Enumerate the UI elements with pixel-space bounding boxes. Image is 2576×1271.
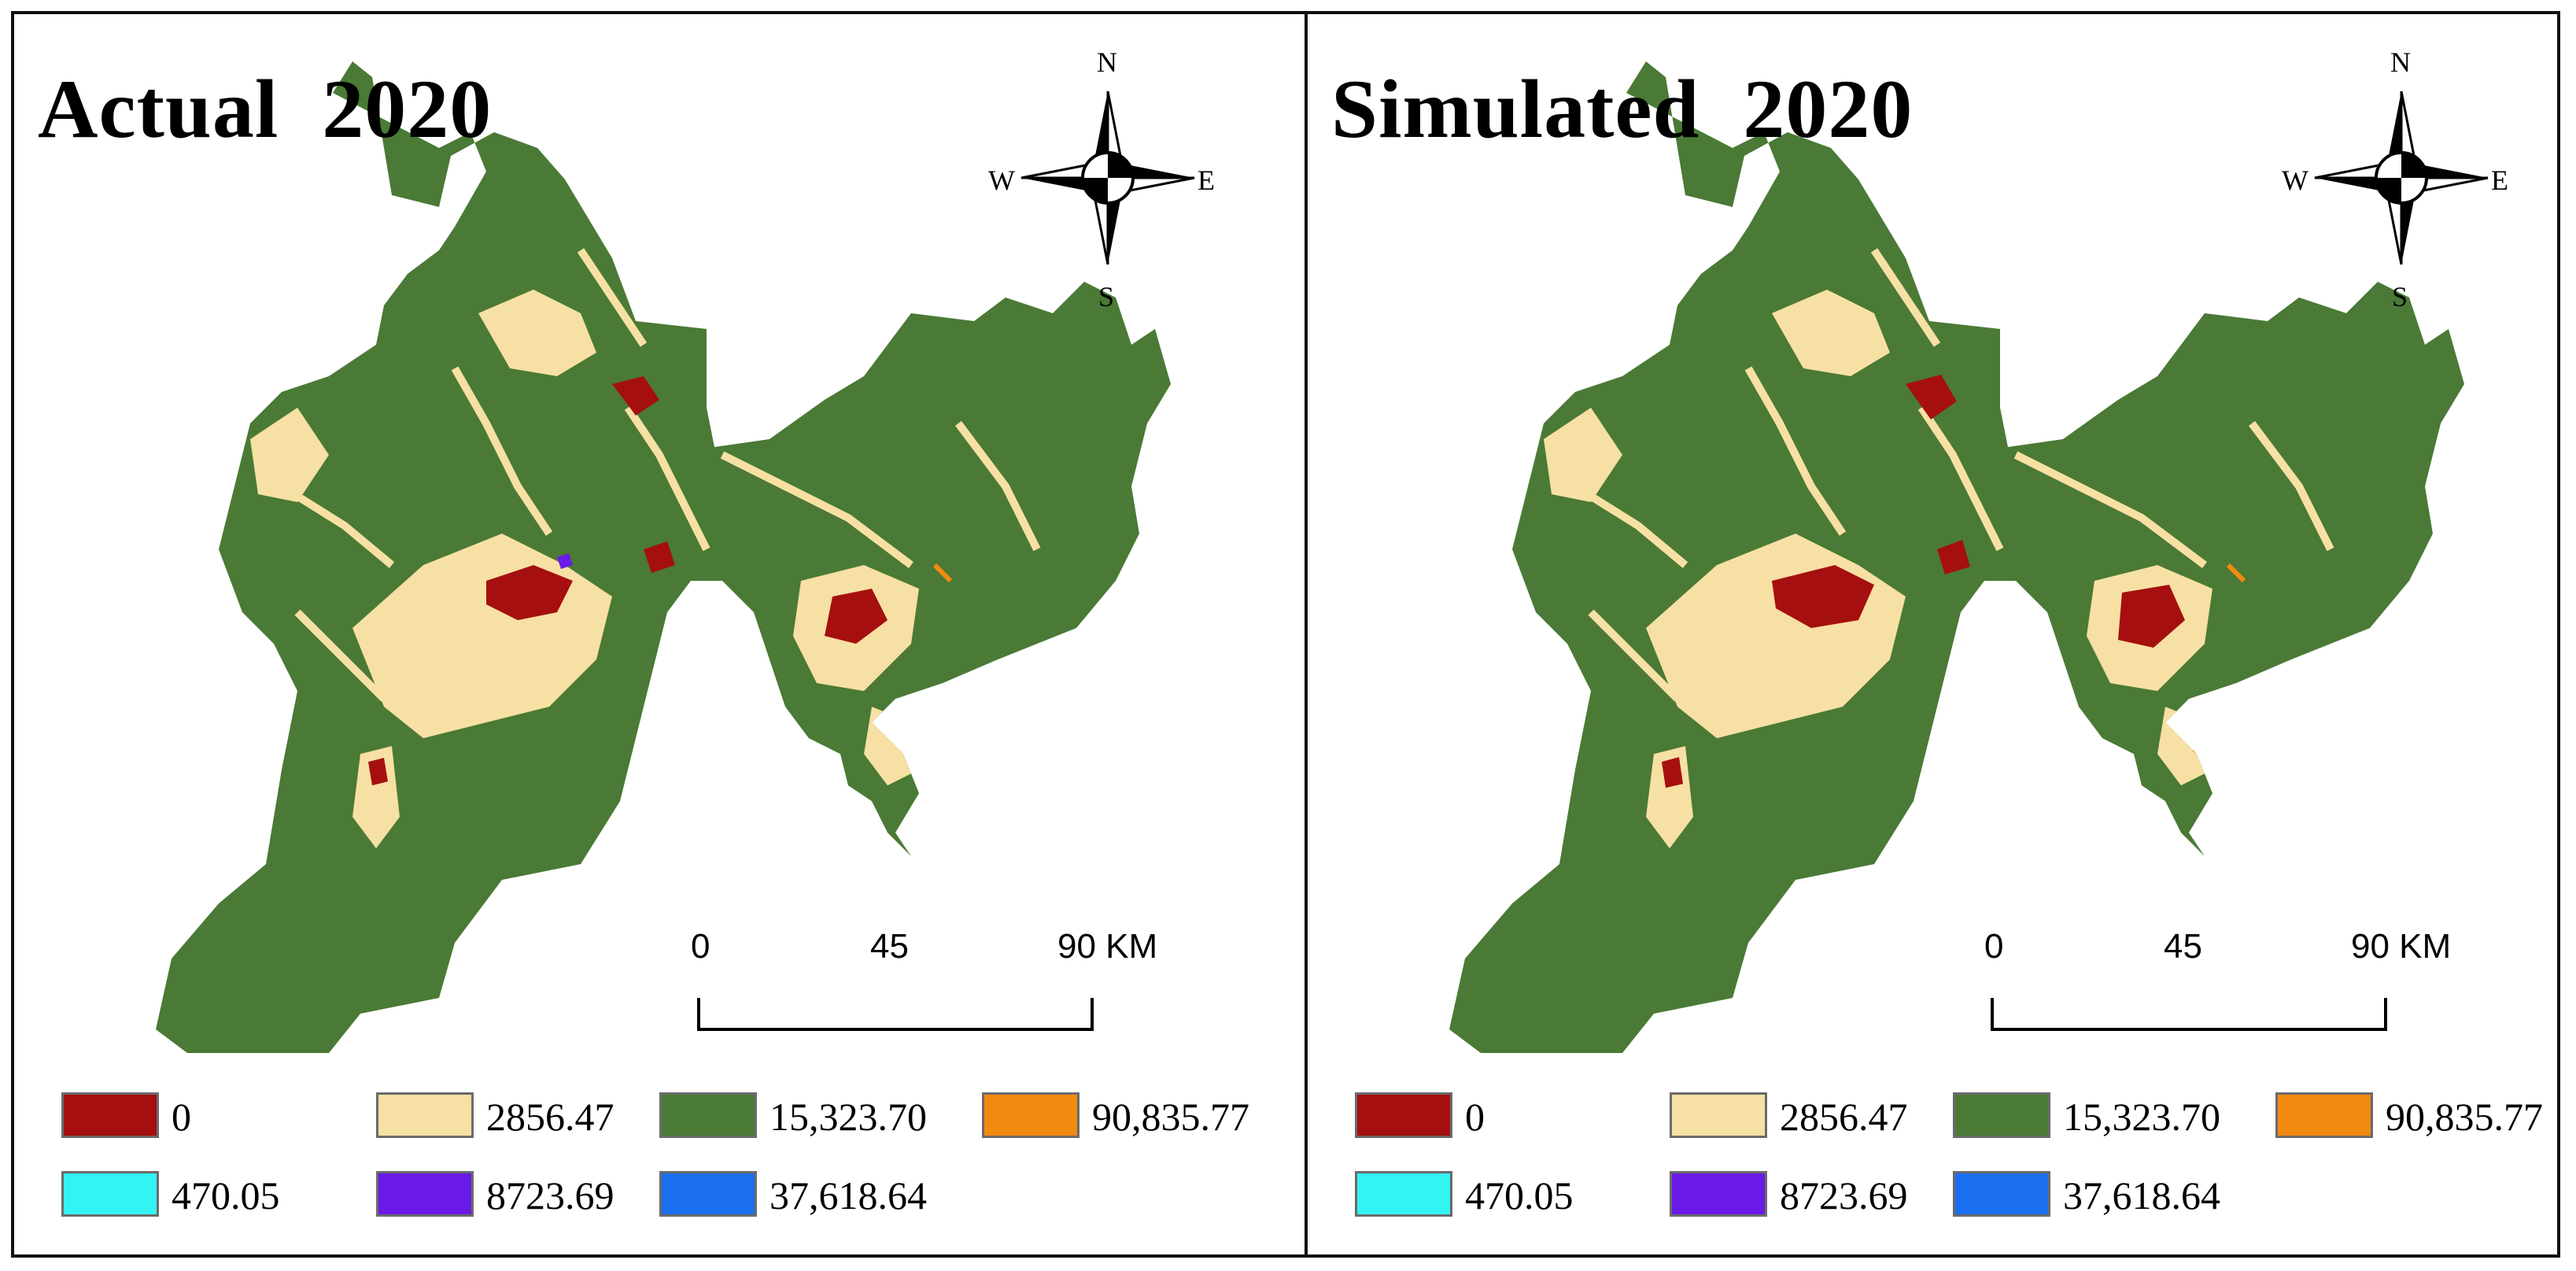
legend-label: 470.05 <box>172 1173 280 1217</box>
builtup-river <box>1937 540 1970 575</box>
scale-label-start: 0 <box>691 927 710 966</box>
builtup-river <box>644 541 675 573</box>
builtup-south <box>1662 757 1683 788</box>
cropland-valleys <box>247 248 1041 702</box>
legend-swatch <box>982 1092 1079 1138</box>
legend-swatch <box>659 1092 757 1138</box>
legend-label: 15,323.70 <box>769 1095 927 1139</box>
builtup-central <box>1772 565 1874 628</box>
legend-swatch <box>659 1171 757 1217</box>
cropland-patch-north <box>1772 290 1890 376</box>
legend-label: 470.05 <box>1465 1173 1574 1217</box>
scale-label-end: 90 KM <box>1057 927 1158 966</box>
builtup-south <box>368 758 388 785</box>
map-panel-actual: Actual 2020 N S E W 0 45 90 KM <box>14 14 1301 1254</box>
compass-west-label: W <box>988 164 1015 196</box>
legend-label: 90,835.77 <box>2386 1095 2543 1139</box>
north-arrow-compass: N S E W <box>2282 46 2508 312</box>
compass-rose-icon <box>1020 91 1195 265</box>
panel-divider <box>1305 11 1308 1258</box>
compass-south-label: S <box>2392 281 2408 312</box>
cropland-patch-south <box>1646 746 1693 848</box>
builtup-north <box>1906 375 1957 419</box>
map-actual <box>156 61 1171 1053</box>
legend-label: 0 <box>1465 1095 1485 1139</box>
legend-label: 8723.69 <box>1780 1173 1908 1217</box>
compass-rose-icon <box>2314 91 2489 265</box>
scale-label-mid: 45 <box>2164 927 2202 966</box>
purple-patch <box>557 553 573 569</box>
orange-stream <box>932 563 953 583</box>
compass-north-label: N <box>1097 46 1117 78</box>
scale-label-mid: 45 <box>870 927 909 966</box>
legend-swatch <box>376 1171 474 1217</box>
cropland-patch-south <box>352 746 400 848</box>
map-panel-simulated: Simulated 2020 N S E W 0 45 90 KM <box>1308 14 2576 1254</box>
compass-east-label: E <box>1198 164 1215 196</box>
legend-label: 90,835.77 <box>1092 1095 1249 1139</box>
scale-bar: 0 45 90 KM <box>691 927 1179 1037</box>
compass-south-label: S <box>1098 281 1115 312</box>
legend-swatch <box>2275 1092 2373 1138</box>
scale-bar-line <box>1991 998 2387 1031</box>
scale-label-end: 90 KM <box>2351 927 2452 966</box>
cropland-patch-west <box>250 408 329 502</box>
cropland-patch-west <box>1544 408 1622 502</box>
legend: 0 2856.47 15,323.70 90,835.77 470.05 872… <box>1355 1092 2576 1250</box>
panel-title: Simulated 2020 <box>1331 63 1914 155</box>
legend-swatch <box>376 1092 474 1138</box>
builtup-north <box>612 376 659 416</box>
legend: 0 2856.47 15,323.70 90,835.77 470.05 872… <box>61 1092 1289 1250</box>
north-arrow-compass: N S E W <box>988 46 1215 312</box>
builtup-central <box>486 565 573 620</box>
builtup-east <box>825 589 888 644</box>
compass-west-label: W <box>2282 164 2308 196</box>
orange-stream <box>2226 563 2246 583</box>
builtup-east <box>2118 585 2185 648</box>
legend-swatch <box>61 1092 159 1138</box>
compass-north-label: N <box>2390 46 2411 78</box>
legend-label: 37,618.64 <box>2063 1173 2220 1217</box>
legend-label: 2856.47 <box>1780 1095 1908 1139</box>
legend-swatch <box>1670 1092 1767 1138</box>
legend-label: 37,618.64 <box>769 1173 927 1217</box>
legend-swatch <box>1953 1171 2050 1217</box>
scale-bar: 0 45 90 KM <box>1984 927 2472 1037</box>
legend-label: 15,323.70 <box>2063 1095 2220 1139</box>
cropland-patch-north <box>478 290 596 376</box>
legend-swatch <box>1670 1171 1767 1217</box>
compass-east-label: E <box>2491 164 2508 196</box>
figure-frame <box>11 11 2560 1258</box>
panel-title: Actual 2020 <box>38 63 493 155</box>
legend-label: 2856.47 <box>486 1095 614 1139</box>
scale-label-start: 0 <box>1984 927 2004 966</box>
legend-swatch <box>1953 1092 2050 1138</box>
legend-label: 8723.69 <box>486 1173 614 1217</box>
legend-label: 0 <box>172 1095 191 1139</box>
legend-swatch <box>1355 1171 1452 1217</box>
legend-swatch <box>61 1171 159 1217</box>
map-simulated <box>1449 61 2464 1053</box>
legend-swatch <box>1355 1092 1452 1138</box>
scale-bar-line <box>697 998 1094 1031</box>
